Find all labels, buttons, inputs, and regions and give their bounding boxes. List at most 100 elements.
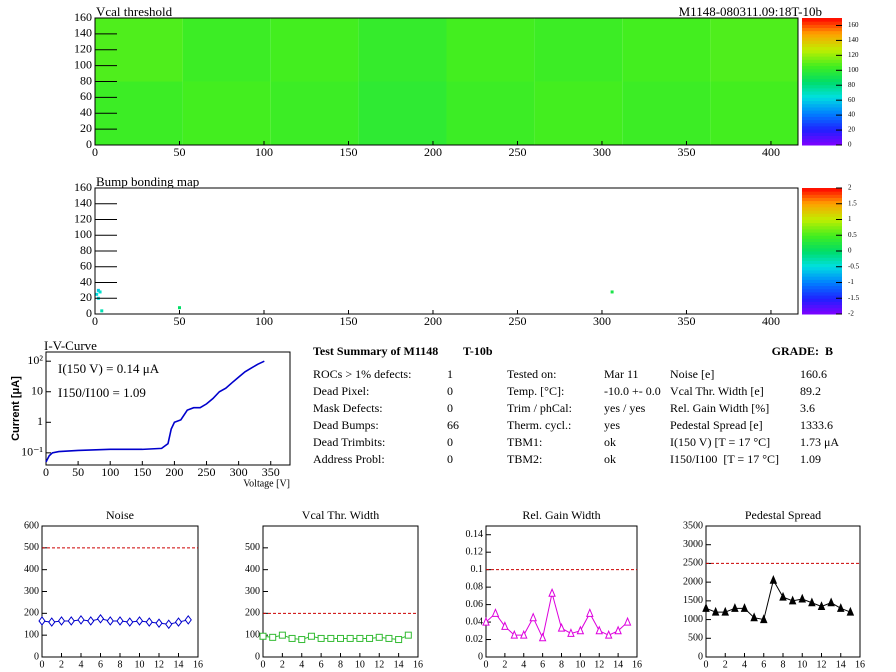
bump-point — [95, 292, 99, 296]
data-line — [41, 618, 189, 625]
summary-value: 89.2 — [800, 384, 821, 398]
bump-point — [177, 306, 181, 310]
marker — [126, 617, 134, 627]
marker — [67, 616, 75, 626]
colorbar-band — [802, 49, 842, 54]
marker — [366, 634, 374, 642]
x-tick-label: 16 — [193, 659, 203, 670]
x-tick-label: 14 — [613, 659, 623, 670]
colorbar-band — [802, 135, 842, 140]
marker — [337, 634, 344, 642]
x-tick-label: 0 — [484, 659, 489, 670]
summary-value: 0 — [447, 401, 453, 415]
marker — [529, 612, 537, 622]
colorbar-band — [802, 129, 842, 133]
chart-title: Vcal Thr. Width — [302, 508, 379, 522]
iv-annotation: I(150 V) = 0.14 μA — [58, 361, 160, 376]
x-tick-label: 12 — [154, 659, 164, 670]
chart-title: Rel. Gain Width — [522, 508, 600, 522]
y-tick-label: 0.04 — [466, 616, 484, 627]
chart-title: Pedestal Spread — [745, 508, 821, 522]
chart-title: I-V-Curve — [44, 338, 97, 353]
y-tick-label: 100 — [24, 629, 39, 640]
bump-point — [610, 290, 614, 294]
colorbar-label: 140 — [848, 36, 859, 44]
colorbar-band — [802, 241, 842, 246]
marker — [750, 612, 758, 622]
summary-label: Dead Trimbits: — [313, 435, 385, 449]
colorbar-band — [802, 269, 842, 274]
y-tick-label: 20 — [80, 290, 92, 304]
colorbar-band — [802, 40, 842, 44]
y-tick-label: 120 — [74, 211, 92, 225]
marker — [501, 621, 509, 630]
chart-annotation: M1148-080311.09:18T-10b — [679, 4, 822, 19]
colorbar-band — [802, 87, 842, 92]
x-tick-label: 2 — [59, 659, 64, 670]
x-tick-label: 8 — [559, 659, 564, 670]
colorbar-band — [802, 251, 842, 255]
y-tick-label: 140 — [74, 196, 92, 210]
y-tick-label: 40 — [80, 105, 92, 119]
x-axis-label: Voltage [V] — [243, 478, 290, 489]
y-axis-label: Current [μA] — [10, 376, 22, 441]
y-tick-label: 600 — [24, 520, 39, 531]
y-tick-label: 10⁻¹ — [21, 445, 43, 459]
y-tick-label: 160 — [74, 10, 92, 24]
heatmap-cell — [358, 18, 447, 82]
summary-label: I150/I100 [T = 17 °C] — [670, 452, 779, 466]
data-line — [45, 360, 265, 463]
heatmap-cell — [446, 81, 535, 145]
marker — [278, 631, 286, 639]
y-tick-label: 200 — [245, 608, 260, 619]
marker — [307, 632, 315, 640]
x-tick-label: 16 — [855, 659, 865, 670]
x-tick-label: 4 — [521, 659, 526, 670]
x-tick-label: 6 — [98, 659, 103, 670]
colorbar-band — [802, 222, 842, 227]
x-tick-label: 0 — [92, 314, 98, 328]
y-tick-label: 400 — [24, 564, 39, 575]
plot-frame — [41, 525, 199, 658]
marker — [702, 603, 710, 612]
marker — [135, 616, 144, 626]
bump-point — [96, 288, 100, 292]
marker — [769, 575, 778, 584]
y-tick-label: 500 — [688, 633, 703, 644]
marker — [106, 616, 114, 626]
x-tick-label: 14 — [394, 659, 404, 670]
heatmap-cell — [182, 18, 271, 82]
y-tick-label: 2000 — [683, 576, 703, 587]
heatmap-cell — [622, 18, 711, 82]
colorbar-label: 100 — [848, 66, 859, 74]
y-tick-label: 500 — [24, 542, 39, 553]
summary-value: -10.0 +- 0.0 — [604, 384, 661, 398]
marker — [57, 616, 66, 626]
colorbar-band — [802, 37, 842, 41]
colorbar-band — [802, 119, 842, 124]
y-tick-label: 1500 — [683, 595, 703, 606]
colorbar-band — [802, 210, 842, 214]
heatmap-cell — [710, 81, 798, 145]
colorbar-band — [802, 266, 842, 271]
colorbar-band — [802, 257, 842, 261]
y-tick-label: 80 — [80, 243, 92, 257]
colorbar-band — [802, 291, 842, 296]
marker — [846, 606, 855, 616]
y-tick-label: 0 — [86, 137, 92, 151]
summary-label: Dead Pixel: — [313, 384, 369, 398]
summary-label: I(150 V) [T = 17 °C] — [670, 435, 770, 449]
summary-value: 1 — [447, 367, 453, 381]
x-tick-label: 10 — [575, 659, 585, 670]
x-tick-label: 400 — [762, 145, 780, 159]
summary-grade: GRADE: B — [772, 344, 833, 358]
summary-value: Mar 11 — [604, 367, 639, 381]
colorbar-label: 80 — [848, 81, 856, 89]
y-tick-label: 120 — [74, 42, 92, 56]
colorbar-band — [802, 94, 842, 98]
marker — [375, 633, 383, 641]
colorbar-band — [802, 110, 842, 114]
colorbar-band — [802, 116, 842, 121]
heatmap-cell — [358, 81, 447, 145]
marker — [576, 625, 585, 635]
